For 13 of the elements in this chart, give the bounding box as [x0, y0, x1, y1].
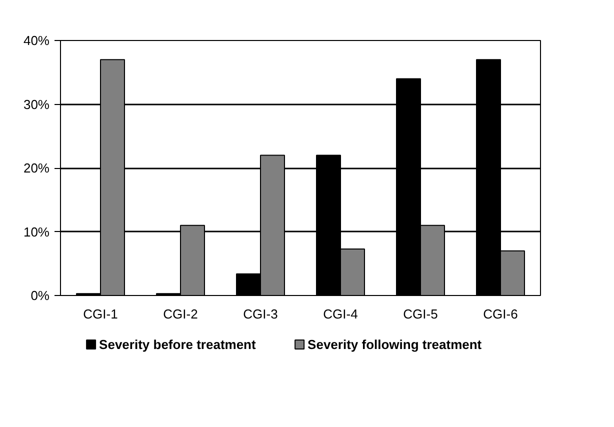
legend-label: Severity following treatment: [308, 337, 482, 352]
x-tick-label: CGI-1: [83, 306, 118, 322]
x-tick-label: CGI-4: [323, 306, 358, 322]
x-tick-label: CGI-2: [163, 306, 198, 322]
y-tick-label: 30%: [23, 96, 50, 112]
x-tick-label: CGI-3: [243, 306, 278, 322]
x-tick-label: CGI-5: [403, 306, 438, 322]
y-tick-label: 20%: [23, 160, 50, 176]
y-tick-label: 40%: [23, 33, 50, 48]
legend-label: Severity before treatment: [99, 337, 256, 352]
y-tick-label: 10%: [23, 224, 50, 240]
y-tick-label: 0%: [30, 288, 50, 303]
x-tick-label: CGI-6: [483, 306, 518, 322]
